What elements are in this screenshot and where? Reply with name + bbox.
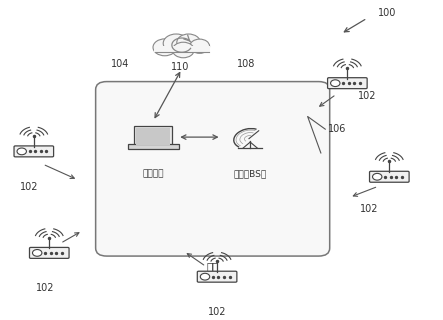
Circle shape xyxy=(172,42,194,58)
Circle shape xyxy=(32,250,42,256)
Circle shape xyxy=(177,34,200,51)
Text: 104: 104 xyxy=(111,59,129,69)
Circle shape xyxy=(373,173,382,180)
FancyBboxPatch shape xyxy=(96,82,330,256)
Circle shape xyxy=(200,273,210,280)
Circle shape xyxy=(190,39,210,53)
Text: 108: 108 xyxy=(237,59,255,69)
FancyBboxPatch shape xyxy=(197,271,237,282)
Text: 102: 102 xyxy=(208,307,226,317)
Circle shape xyxy=(163,34,189,53)
FancyBboxPatch shape xyxy=(327,78,367,89)
Text: 基站（BS）: 基站（BS） xyxy=(233,169,267,178)
Text: 102: 102 xyxy=(20,181,39,191)
Text: 网关: 网关 xyxy=(206,261,219,271)
Text: 110: 110 xyxy=(171,62,189,72)
FancyBboxPatch shape xyxy=(30,247,69,258)
Circle shape xyxy=(17,148,27,155)
Text: 106: 106 xyxy=(327,124,346,134)
FancyBboxPatch shape xyxy=(128,144,179,149)
Text: 102: 102 xyxy=(360,204,379,214)
Circle shape xyxy=(153,39,176,56)
Text: 边缘设备: 边缘设备 xyxy=(142,169,164,178)
FancyBboxPatch shape xyxy=(134,126,172,147)
FancyBboxPatch shape xyxy=(14,146,54,157)
FancyBboxPatch shape xyxy=(369,171,409,182)
Text: 102: 102 xyxy=(358,91,377,101)
FancyBboxPatch shape xyxy=(136,128,170,145)
Text: 100: 100 xyxy=(378,8,396,18)
Bar xyxy=(154,46,210,52)
Text: 102: 102 xyxy=(35,283,54,293)
Circle shape xyxy=(330,80,340,86)
